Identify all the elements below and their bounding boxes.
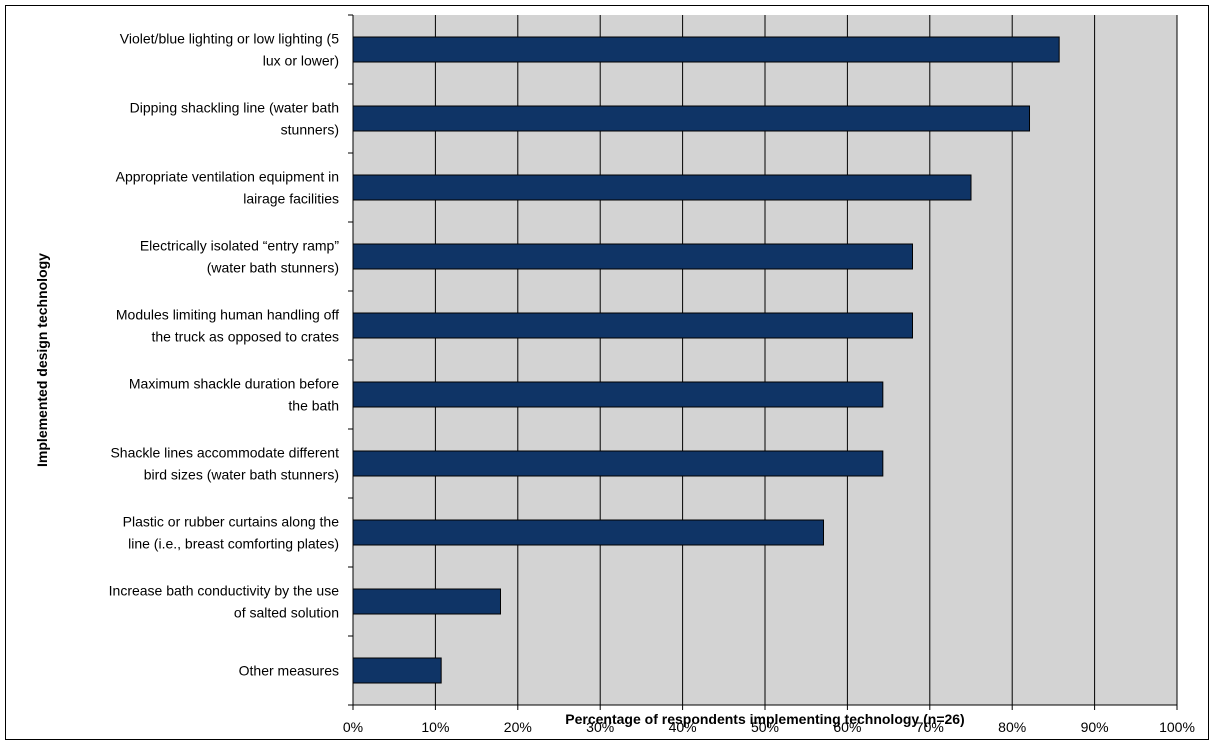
category-label: Shackle lines accommodate different bird … xyxy=(110,445,339,483)
category-label-line: Dipping shackling line (water bath xyxy=(130,100,339,116)
category-label-line: bird sizes (water bath stunners) xyxy=(144,467,339,483)
x-axis-title: Percentage of respondents implementing t… xyxy=(565,711,964,727)
x-tick-label: 60% xyxy=(833,719,861,735)
bar xyxy=(352,381,884,408)
category-label-line: the bath xyxy=(288,398,339,414)
category-label-line: Other measures xyxy=(239,663,339,679)
category-labels: Violet/blue lighting or low lighting (5 l… xyxy=(109,31,340,679)
category-label: Maximum shackle duration before the bath xyxy=(129,376,339,414)
x-tick-label: 0% xyxy=(343,719,363,735)
bar xyxy=(352,312,913,339)
bar xyxy=(352,657,442,684)
category-label-line: line (i.e., breast comforting plates) xyxy=(128,536,339,552)
x-tick-label: 40% xyxy=(669,719,697,735)
bar xyxy=(352,174,972,201)
category-label-line: Modules limiting human handling off xyxy=(116,307,339,323)
category-label-line: Plastic or rubber curtains along the xyxy=(123,514,340,530)
bar xyxy=(352,105,1031,132)
bar xyxy=(352,243,913,270)
category-label-line: stunners) xyxy=(281,122,339,138)
bar xyxy=(352,588,501,615)
category-label: Other measures xyxy=(239,663,339,679)
x-tick-label: 80% xyxy=(998,719,1026,735)
category-label-line: the truck as opposed to crates xyxy=(151,329,339,345)
category-label-line: of salted solution xyxy=(234,605,339,621)
category-label-line: Appropriate ventilation equipment in xyxy=(116,169,339,185)
category-label-line: Maximum shackle duration before xyxy=(129,376,339,392)
category-label-line: Electrically isolated “entry ramp” xyxy=(140,238,340,254)
bar xyxy=(352,519,825,546)
x-tick-labels: 0% 10% 20% 30% 40% 50% 60% 70% 80% 90% 100% xyxy=(343,719,1195,735)
category-label: Increase bath conductivity by the use of … xyxy=(109,583,340,621)
category-label: Dipping shackling line (water bath stunne… xyxy=(130,100,339,138)
y-axis-title: Implemented design technology xyxy=(34,253,50,467)
category-label-line: lux or lower) xyxy=(263,53,339,69)
category-label-line: Increase bath conductivity by the use xyxy=(109,583,340,599)
category-label: Electrically isolated “entry ramp” (water… xyxy=(140,238,340,276)
x-tick-label: 70% xyxy=(916,719,944,735)
x-tick-label: 20% xyxy=(504,719,532,735)
category-label: Violet/blue lighting or low lighting (5 l… xyxy=(120,31,339,69)
category-label-line: (water bath stunners) xyxy=(207,260,339,276)
category-label-line: Violet/blue lighting or low lighting (5 xyxy=(120,31,339,47)
category-label: Modules limiting human handling off the t… xyxy=(116,307,339,345)
x-tick-label: 10% xyxy=(421,719,449,735)
bar-series xyxy=(352,36,1060,684)
axes xyxy=(348,14,1178,710)
category-label-line: lairage facilities xyxy=(243,191,339,207)
bar xyxy=(352,36,1060,63)
category-label-line: Shackle lines accommodate different xyxy=(110,445,339,461)
category-label: Plastic or rubber curtains along the line… xyxy=(123,514,340,552)
category-label: Appropriate ventilation equipment in lair… xyxy=(116,169,339,207)
x-tick-label: 30% xyxy=(586,719,614,735)
x-tick-label: 50% xyxy=(751,719,779,735)
x-tick-label: 90% xyxy=(1081,719,1109,735)
x-tick-label: 100% xyxy=(1159,719,1195,735)
bar xyxy=(352,450,884,477)
